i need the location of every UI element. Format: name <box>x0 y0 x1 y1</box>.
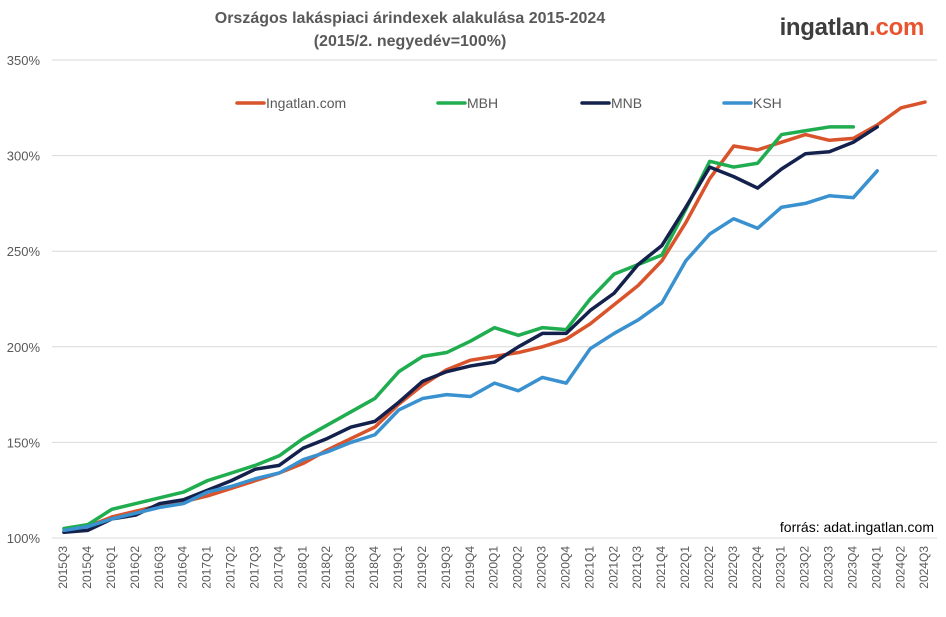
x-tick-label: 2020Q1 <box>487 546 501 589</box>
y-tick-label: 250% <box>7 244 41 259</box>
x-tick-label: 2017Q2 <box>224 546 238 589</box>
chart-title: Országos lakáspiaci árindexek alakulása … <box>214 10 606 27</box>
x-tick-label: 2022Q1 <box>678 546 692 589</box>
x-tick-label: 2017Q1 <box>200 546 214 589</box>
y-tick-label: 300% <box>7 149 41 164</box>
y-tick-label: 100% <box>7 531 41 546</box>
series-line-mnb <box>62 125 879 535</box>
x-tick-label: 2023Q4 <box>845 546 859 589</box>
x-tick-label: 2016Q4 <box>176 546 190 589</box>
x-tick-label: 2017Q4 <box>271 546 285 589</box>
x-tick-label: 2023Q3 <box>822 546 836 589</box>
legend-label: Ingatlan.com <box>266 95 346 111</box>
series-line-mbh <box>62 125 856 531</box>
x-tick-label: 2024Q3 <box>917 546 931 589</box>
series-lines <box>62 100 927 535</box>
legend-label: MNB <box>611 95 642 111</box>
x-tick-label: 2020Q3 <box>535 546 549 589</box>
chart-subtitle: (2015/2. negyedév=100%) <box>313 33 507 50</box>
logo-text: ingatlan <box>779 14 870 41</box>
x-tick-label: 2021Q3 <box>630 546 644 589</box>
y-tick-label: 200% <box>7 340 41 355</box>
x-tick-label: 2019Q3 <box>439 546 453 589</box>
x-tick-label: 2022Q2 <box>702 546 716 589</box>
x-tick-label: 2019Q2 <box>415 546 429 589</box>
x-tick-label: 2022Q3 <box>726 546 740 589</box>
x-tick-label: 2023Q1 <box>774 546 788 589</box>
x-tick-label: 2018Q2 <box>319 546 333 589</box>
x-tick-label: 2024Q1 <box>869 546 883 589</box>
x-tick-label: 2016Q3 <box>152 546 166 589</box>
x-tick-label: 2021Q2 <box>606 546 620 589</box>
x-tick-label: 2015Q3 <box>56 546 70 589</box>
legend-label: MBH <box>467 95 498 111</box>
x-tick-label: 2023Q2 <box>798 546 812 589</box>
x-tick-label: 2019Q1 <box>391 546 405 589</box>
grid-lines <box>52 59 937 539</box>
x-tick-label: 2016Q1 <box>104 546 118 589</box>
x-tick-label: 2024Q2 <box>893 546 907 589</box>
series-line-ingatlan-com <box>62 100 927 535</box>
logo-domain: .com <box>869 14 924 41</box>
x-tick-label: 2018Q4 <box>367 546 381 589</box>
x-tick-label: 2021Q1 <box>582 546 596 589</box>
ingatlan-com-logo: ingatlan.com <box>779 14 925 42</box>
series-line-ksh <box>62 169 879 533</box>
x-tick-label: 2021Q4 <box>654 546 668 589</box>
x-axis-ticks: 2015Q3 2015Q4 2016Q1 2016Q2 2016Q3 2016Q4 2017… <box>56 546 931 589</box>
y-tick-label: 350% <box>7 53 41 68</box>
legend-label: KSH <box>753 95 782 111</box>
x-tick-label: 2018Q3 <box>343 546 357 589</box>
x-tick-label: 2019Q4 <box>463 546 477 589</box>
x-tick-label: 2020Q4 <box>558 546 572 589</box>
x-tick-label: 2015Q4 <box>80 546 94 589</box>
x-tick-label: 2020Q2 <box>511 546 525 589</box>
y-axis-ticks: 100% 150% 200% 250% 300% 350% <box>7 53 41 546</box>
x-tick-label: 2017Q3 <box>247 546 261 589</box>
x-tick-label: 2016Q2 <box>128 546 142 589</box>
x-tick-label: 2018Q1 <box>295 546 309 589</box>
source-note: forrás: adat.ingatlan.com <box>779 519 934 535</box>
y-tick-label: 150% <box>7 435 41 450</box>
x-tick-label: 2022Q4 <box>750 546 764 589</box>
legend: Ingatlan.com MBH MNB KSH <box>235 95 782 111</box>
